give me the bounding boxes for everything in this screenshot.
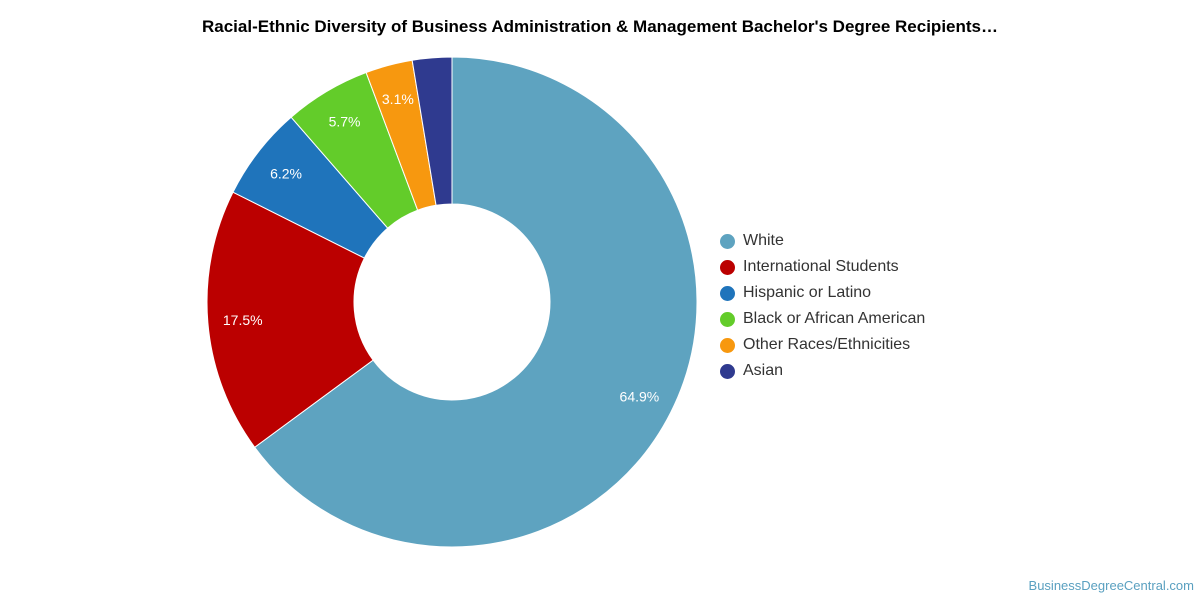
slice-international-students[interactable]: [206, 191, 374, 448]
source-credit[interactable]: BusinessDegreeCentral.com: [1028, 578, 1194, 593]
slice-label: 6.2%: [270, 165, 302, 181]
legend-item[interactable]: International Students: [720, 254, 925, 280]
legend-item[interactable]: Asian: [720, 358, 925, 384]
legend-item[interactable]: Black or African American: [720, 306, 925, 332]
legend-swatch-icon: [720, 363, 735, 379]
legend-swatch-icon: [720, 233, 735, 249]
slice-white[interactable]: [254, 56, 698, 548]
legend-swatch-icon: [720, 285, 735, 301]
slice-label: 3.1%: [382, 91, 414, 107]
legend-swatch-icon: [720, 259, 735, 275]
chart-title: Racial-Ethnic Diversity of Business Admi…: [201, 17, 998, 36]
legend-item[interactable]: Other Races/Ethnicities: [720, 332, 925, 358]
legend-item[interactable]: White: [720, 228, 925, 254]
legend-label: International Students: [743, 258, 899, 275]
legend-swatch-icon: [720, 337, 735, 353]
slice-label: 5.7%: [329, 114, 361, 130]
legend-label: Hispanic or Latino: [743, 284, 872, 301]
legend-label: Other Races/Ethnicities: [743, 336, 911, 353]
legend-label: White: [743, 232, 784, 249]
slice-label: 17.5%: [223, 312, 263, 328]
legend: White International Students Hispanic or L…: [720, 228, 925, 384]
slice-asian[interactable]: [411, 56, 453, 206]
legend-item[interactable]: Hispanic or Latino: [720, 280, 925, 306]
legend-label: Asian: [743, 362, 784, 379]
slice-label: 64.9%: [620, 389, 660, 405]
legend-label: Black or African American: [743, 310, 926, 327]
legend-swatch-icon: [720, 311, 735, 327]
